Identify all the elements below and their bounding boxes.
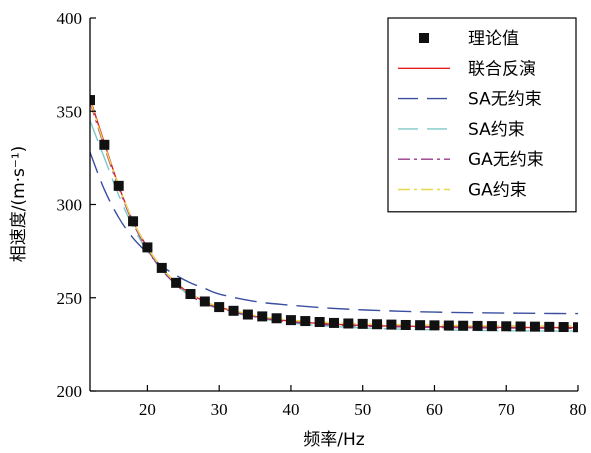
data-point-marker bbox=[544, 321, 555, 332]
data-point-marker bbox=[99, 139, 110, 150]
legend-label: SA无约束 bbox=[468, 90, 542, 110]
data-point-marker bbox=[128, 216, 139, 227]
y-tick-label: 250 bbox=[57, 289, 83, 308]
data-point-marker bbox=[558, 322, 569, 333]
data-point-marker bbox=[300, 316, 311, 327]
series-line-2 bbox=[90, 152, 578, 315]
y-tick-label: 200 bbox=[57, 382, 83, 401]
y-axis-label: 相速度/(m·s⁻¹) bbox=[9, 146, 29, 263]
data-point-marker bbox=[472, 320, 483, 331]
legend-box bbox=[387, 17, 577, 213]
data-point-marker bbox=[343, 318, 354, 329]
x-tick-label: 50 bbox=[354, 400, 371, 419]
data-point-marker bbox=[257, 311, 268, 322]
legend-label: 联合反演 bbox=[468, 59, 536, 79]
x-tick-label: 20 bbox=[139, 400, 156, 419]
data-point-marker bbox=[185, 289, 196, 300]
legend-label: GA约束 bbox=[468, 181, 527, 201]
data-point-marker bbox=[314, 316, 325, 327]
data-point-marker bbox=[501, 321, 512, 332]
data-point-marker bbox=[573, 322, 578, 333]
data-point-marker bbox=[386, 319, 397, 330]
data-point-marker bbox=[529, 321, 540, 332]
data-point-marker bbox=[515, 321, 526, 332]
data-point-marker bbox=[329, 317, 339, 328]
data-point-marker bbox=[90, 95, 95, 106]
legend-label: 理论值 bbox=[468, 29, 519, 49]
y-tick-label: 400 bbox=[57, 9, 83, 28]
x-tick-label: 80 bbox=[570, 400, 587, 419]
data-point-marker bbox=[113, 180, 124, 191]
data-point-marker bbox=[156, 262, 167, 273]
data-point-marker bbox=[400, 319, 411, 330]
data-point-marker bbox=[429, 320, 440, 331]
x-axis-label: 频率/Hz bbox=[303, 430, 365, 450]
x-tick-label: 70 bbox=[498, 400, 515, 419]
data-point-marker bbox=[142, 242, 153, 253]
data-point-marker bbox=[199, 296, 210, 307]
data-point-marker bbox=[214, 302, 225, 313]
x-tick-label: 30 bbox=[211, 400, 228, 419]
data-point-marker bbox=[171, 277, 182, 288]
legend-marker bbox=[419, 33, 429, 43]
legend-label: GA无约束 bbox=[468, 150, 544, 170]
data-point-marker bbox=[242, 309, 253, 320]
x-tick-label: 60 bbox=[426, 400, 443, 419]
data-point-marker bbox=[357, 318, 368, 329]
data-point-marker bbox=[271, 313, 282, 324]
y-tick-label: 350 bbox=[57, 102, 83, 121]
data-point-marker bbox=[486, 321, 497, 332]
legend-label: SA约束 bbox=[468, 120, 525, 140]
data-point-marker bbox=[443, 320, 454, 331]
data-point-marker bbox=[415, 320, 426, 331]
data-point-marker bbox=[285, 315, 296, 326]
data-point-marker bbox=[228, 305, 239, 316]
data-point-marker bbox=[458, 320, 469, 331]
y-tick-label: 300 bbox=[57, 196, 83, 215]
x-tick-label: 40 bbox=[282, 400, 299, 419]
data-point-marker bbox=[372, 319, 383, 330]
